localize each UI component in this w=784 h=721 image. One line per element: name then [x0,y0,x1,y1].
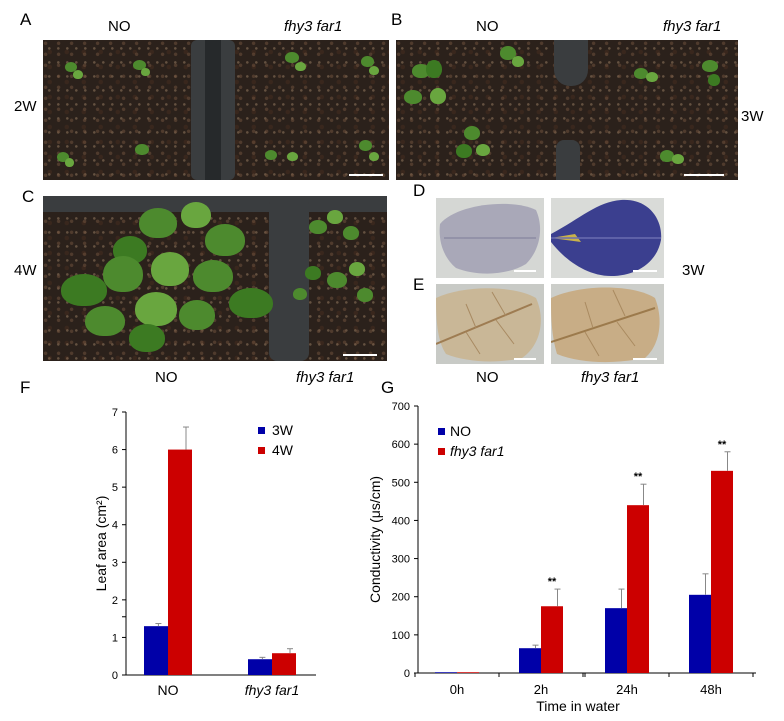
conductivity-chart: 0 100 200 300 400 500 600 700 Conductivity (μs/c… [367,401,756,714]
panel-e-photo-no [436,284,544,364]
x-axis-label: Time in water [536,698,620,714]
panel-a-photo [43,40,389,180]
x-tick-label: 48h [700,682,722,697]
panel-de-age-label: 3W [682,262,705,279]
panel-d-photo-no [436,198,544,278]
y-tick-label: 7 [112,407,118,419]
y-tick-label: 100 [392,630,410,642]
legend-label: NO [450,423,471,439]
panel-b-photo [396,40,738,180]
panel-b-no-label: NO [476,18,499,35]
bar [248,659,272,675]
panel-a-age-label: 2W [14,98,37,115]
panel-label-b: B [391,10,403,29]
y-tick-label: 2 [112,595,118,607]
legend-label: fhy3 far1 [450,443,504,459]
bar [168,449,192,675]
y-axis-label: Leaf area (cm²) [93,496,109,592]
significance-marker: ** [634,471,643,483]
panel-c-age-label: 4W [14,262,37,279]
panel-b-mutant-label: fhy3 far1 [663,18,722,35]
x-tick-label: NO [158,682,179,698]
panel-c-no-label: NO [155,369,178,386]
bar [435,672,457,673]
legend-swatch [438,428,445,435]
legend-swatch [438,448,445,455]
panel-c-mutant-label: fhy3 far1 [296,369,355,386]
significance-marker: ** [718,439,727,451]
x-tick-label: fhy3 far1 [245,682,299,698]
panel-c-photo [43,196,387,361]
legend-label: 3W [272,422,294,438]
legend-label: 4W [272,442,294,458]
bar [541,606,563,673]
panel-label-a: A [20,10,32,29]
leaf-area-chart: 0 1 2 3 4 5 6 7 Leaf area (cm²) NO fhy3 far1 3W 4W [93,407,316,698]
legend-swatch [258,447,265,454]
bar [627,505,649,673]
significance-marker: ** [548,576,557,588]
y-tick-label: 200 [392,592,410,604]
panel-b-age-label: 3W [741,108,764,125]
y-tick-label: 3 [112,557,118,569]
bar [605,608,627,673]
bar [711,470,733,673]
bar [272,653,296,675]
y-tick-label: 500 [392,477,410,489]
y-tick-label: 6 [112,445,118,457]
panel-label-g: G [381,378,395,397]
panel-a-no-label: NO [108,18,131,35]
bar [519,648,541,673]
y-tick-label: 300 [392,554,410,566]
panel-de-no-label: NO [476,369,499,386]
panel-label-c: C [22,187,35,206]
legend-swatch [258,427,265,434]
y-tick-label: 1 [112,632,118,644]
panel-label-e: E [413,275,425,294]
bar [144,626,168,675]
y-axis-label: Conductivity (μs/cm) [367,476,383,603]
bar [457,672,479,673]
x-tick-label: 2h [534,682,548,697]
panel-label-d: D [413,181,426,200]
panel-de-mutant-label: fhy3 far1 [581,369,640,386]
y-tick-label: 600 [392,439,410,451]
x-tick-label: 24h [616,682,638,697]
bar [689,594,711,673]
y-tick-label: 700 [392,401,410,413]
y-tick-label: 400 [392,515,410,527]
panel-a-mutant-label: fhy3 far1 [284,18,343,35]
y-tick-label: 4 [112,520,118,532]
panel-e-photo-mutant [551,284,664,364]
x-tick-label: 0h [450,682,464,697]
y-tick-label: 0 [404,668,410,680]
y-tick-label: 0 [112,670,118,682]
y-tick-label: 5 [112,482,118,494]
panel-label-f: F [20,378,31,397]
panel-d-photo-mutant [551,198,664,278]
